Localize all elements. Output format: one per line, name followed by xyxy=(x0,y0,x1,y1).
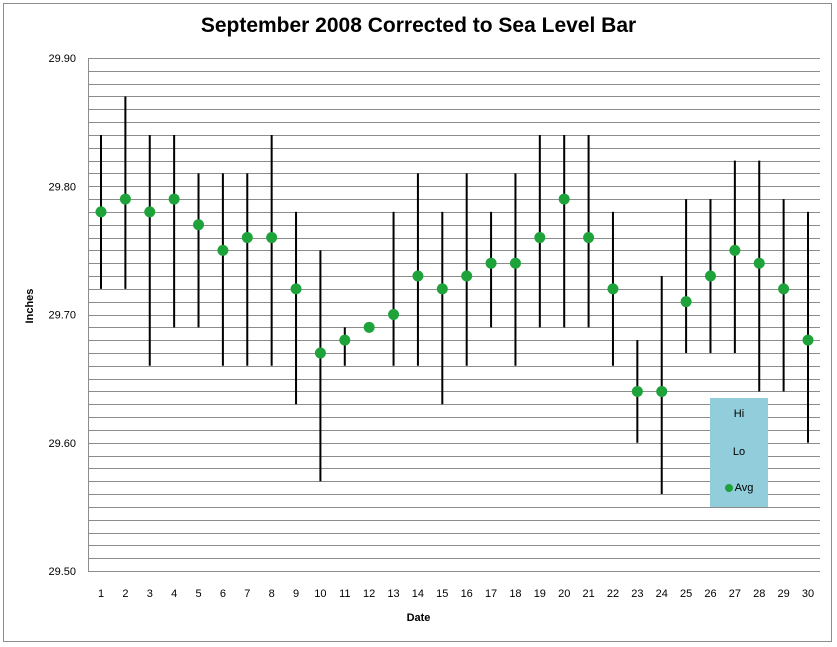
avg-point xyxy=(778,283,790,295)
avg-point xyxy=(363,321,375,333)
x-tick-label: 19 xyxy=(534,588,546,600)
avg-point xyxy=(436,283,448,295)
x-tick-label: 18 xyxy=(509,588,521,600)
avg-point xyxy=(656,385,668,397)
x-tick-label: 28 xyxy=(753,588,765,600)
avg-point xyxy=(631,385,643,397)
x-tick-label: 11 xyxy=(339,588,350,600)
avg-point xyxy=(314,347,326,359)
avg-point xyxy=(534,232,546,244)
avg-point xyxy=(607,283,619,295)
avg-point xyxy=(558,193,570,205)
avg-point xyxy=(339,334,351,346)
x-tick-label: 12 xyxy=(363,588,375,600)
x-tick-label: 27 xyxy=(729,588,741,600)
x-tick-label: 10 xyxy=(314,588,326,600)
x-tick-label: 21 xyxy=(582,588,594,600)
y-tick-label: 29.90 xyxy=(48,53,76,65)
avg-point xyxy=(412,270,424,282)
x-tick-label: 2 xyxy=(122,588,128,600)
avg-point xyxy=(193,219,205,231)
x-tick-label: 23 xyxy=(631,588,643,600)
avg-point xyxy=(583,232,595,244)
x-tick-label: 26 xyxy=(704,588,716,600)
avg-point xyxy=(485,257,497,269)
avg-point xyxy=(729,244,741,256)
chart-legend: Hi Lo Avg xyxy=(710,398,768,507)
avg-point xyxy=(388,309,400,320)
avg-point xyxy=(802,334,814,346)
x-tick-label: 13 xyxy=(387,588,399,600)
y-tick-label: 29.70 xyxy=(48,310,76,322)
x-tick-label: 14 xyxy=(412,588,424,600)
avg-point xyxy=(241,232,253,244)
chart-title: September 2008 Corrected to Sea Level Ba… xyxy=(200,14,637,37)
y-tick-label: 29.60 xyxy=(48,438,76,450)
x-tick-label: 29 xyxy=(777,588,789,600)
x-tick-label: 4 xyxy=(171,588,177,600)
y-tick-label: 29.50 xyxy=(48,566,76,578)
avg-point xyxy=(217,244,229,256)
y-tick-label: 29.80 xyxy=(48,181,76,193)
x-tick-label: 15 xyxy=(436,588,448,600)
x-tick-label: 22 xyxy=(607,588,619,600)
legend-item-hi: Hi xyxy=(733,408,745,420)
x-tick-label: 5 xyxy=(195,588,201,600)
avg-point xyxy=(680,296,692,308)
avg-point xyxy=(704,270,716,282)
x-tick-label: 1 xyxy=(98,588,104,600)
x-tick-label: 8 xyxy=(269,588,275,600)
x-tick-label: 6 xyxy=(220,588,226,600)
x-tick-label: 24 xyxy=(656,588,668,600)
x-tick-label: 16 xyxy=(461,588,473,600)
avg-point xyxy=(290,283,302,295)
x-tick-label: 17 xyxy=(485,588,497,600)
avg-point xyxy=(144,206,156,218)
x-tick-label: 30 xyxy=(802,588,814,600)
avg-point xyxy=(119,193,131,205)
legend-item-avg: Avg xyxy=(710,482,768,494)
avg-point xyxy=(753,257,765,269)
avg-point xyxy=(95,206,107,218)
legend-avg-marker xyxy=(724,484,733,493)
avg-point xyxy=(509,257,521,269)
x-tick-label: 3 xyxy=(147,588,153,600)
x-axis-label: Date xyxy=(406,612,431,624)
legend-item-lo: Lo xyxy=(732,446,746,458)
y-axis-label: Inches xyxy=(24,288,36,324)
avg-point xyxy=(266,232,278,244)
x-tick-label: 7 xyxy=(244,588,250,600)
avg-point xyxy=(168,193,180,205)
x-tick-label: 9 xyxy=(293,588,299,600)
legend-avg-label: Avg xyxy=(734,482,754,494)
avg-point xyxy=(461,270,473,282)
x-tick-label: 20 xyxy=(558,588,570,600)
x-tick-label: 25 xyxy=(680,588,692,600)
